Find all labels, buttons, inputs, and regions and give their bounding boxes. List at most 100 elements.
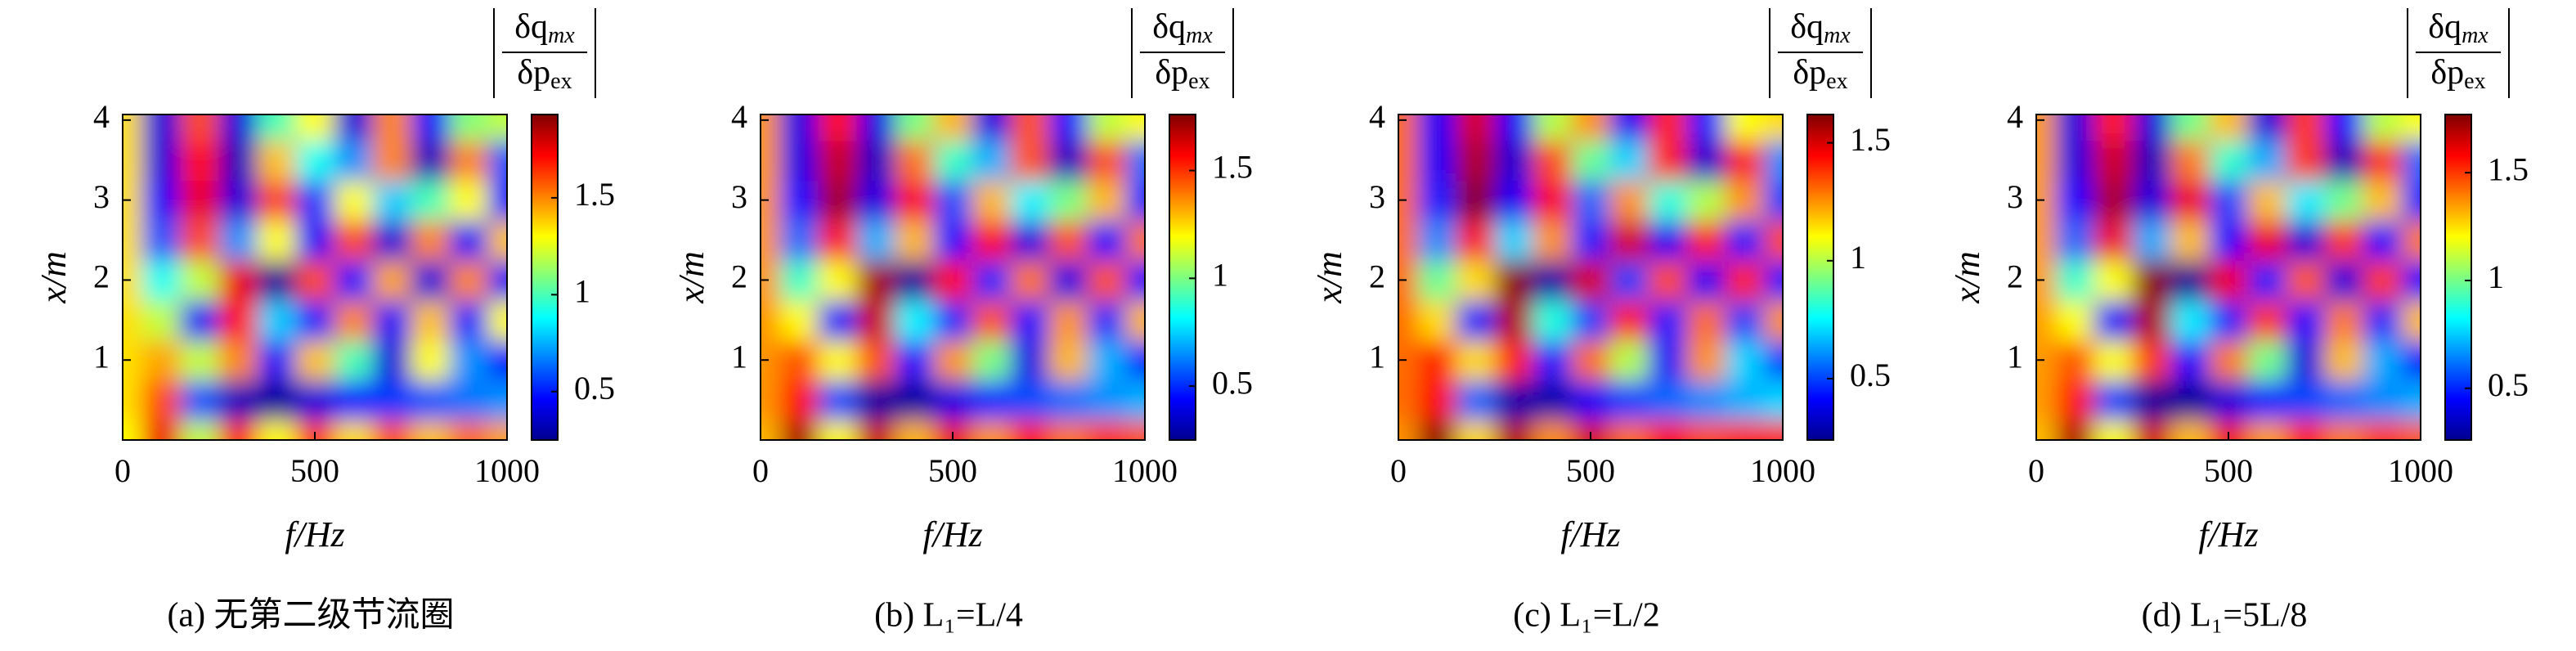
heatmap-cell bbox=[2247, 259, 2287, 301]
heatmap bbox=[2036, 114, 2421, 440]
y-tick-label: 2 bbox=[93, 258, 110, 295]
heatmap-cell bbox=[1125, 259, 1145, 301]
denominator-sub: ex bbox=[1188, 69, 1209, 94]
heatmap-cell bbox=[933, 220, 973, 261]
heatmap-cell bbox=[2132, 140, 2172, 182]
heatmap-cell bbox=[1087, 379, 1127, 421]
denominator-main: δp bbox=[517, 54, 550, 92]
heatmap-cell bbox=[1763, 379, 1783, 421]
heatmap-cell bbox=[972, 420, 1012, 440]
heatmap-cell bbox=[779, 114, 819, 141]
heatmap-cell bbox=[2209, 299, 2249, 341]
heatmap-cell bbox=[2363, 114, 2403, 141]
heatmap-cell bbox=[779, 299, 819, 341]
heatmap-cell bbox=[2094, 220, 2134, 261]
y-axis-label: x/m bbox=[671, 251, 711, 304]
heatmap-cell bbox=[1010, 140, 1050, 182]
heatmap-cell bbox=[257, 180, 297, 222]
heatmap-cell bbox=[2055, 259, 2095, 301]
heatmap-cell bbox=[2170, 140, 2210, 182]
heatmap-cell bbox=[972, 299, 1012, 341]
heatmap-cell bbox=[2132, 339, 2172, 381]
heatmap-cell bbox=[411, 114, 451, 141]
heatmap-cell bbox=[1494, 420, 1534, 440]
heatmap-cell bbox=[2036, 220, 2057, 261]
heatmap bbox=[1398, 114, 1783, 440]
x-tick-label: 1000 bbox=[474, 452, 540, 489]
colorbar-label-numerator: δqmx bbox=[2428, 8, 2488, 49]
denominator-sub: ex bbox=[2464, 69, 2485, 94]
heatmap-cell bbox=[1609, 220, 1649, 261]
heatmap-cell bbox=[334, 140, 374, 182]
heatmap-cell bbox=[411, 140, 451, 182]
caption: (a) 无第二级节流圈 bbox=[167, 597, 454, 635]
heatmap-cell bbox=[2247, 299, 2287, 341]
heatmap-cell bbox=[1048, 379, 1088, 421]
colorbar bbox=[1806, 114, 1834, 441]
heatmap-cell bbox=[141, 259, 182, 301]
heatmap-cell bbox=[1398, 140, 1419, 182]
heatmap-cell bbox=[1571, 299, 1611, 341]
heatmap-cell bbox=[1533, 420, 1573, 440]
heatmap bbox=[123, 114, 507, 440]
heatmap-cell bbox=[1417, 299, 1457, 341]
heatmap bbox=[761, 114, 1145, 440]
heatmap-cell bbox=[180, 339, 220, 381]
heatmap-cell bbox=[972, 180, 1012, 222]
heatmap-cell bbox=[779, 259, 819, 301]
heatmap-cell bbox=[257, 299, 297, 341]
x-tick-label: 500 bbox=[2204, 452, 2253, 489]
heatmap-cell bbox=[1609, 259, 1649, 301]
heatmap-cell bbox=[818, 140, 858, 182]
heatmap-cell bbox=[2209, 114, 2249, 141]
numerator-sub: mx bbox=[548, 23, 575, 48]
heatmap-cell bbox=[761, 420, 781, 440]
heatmap-cell bbox=[1686, 379, 1726, 421]
y-tick-label: 3 bbox=[93, 178, 110, 215]
heatmap-cell bbox=[2209, 180, 2249, 222]
heatmap-cell bbox=[972, 379, 1012, 421]
heatmap-cell bbox=[1533, 379, 1573, 421]
heatmap-cell bbox=[2247, 180, 2287, 222]
y-tick-label: 1 bbox=[731, 338, 747, 375]
heatmap-cell bbox=[1648, 379, 1688, 421]
heatmap-cell bbox=[295, 140, 335, 182]
heatmap-cell bbox=[2094, 299, 2134, 341]
heatmap-cell bbox=[1087, 299, 1127, 341]
heatmap-cell bbox=[1494, 114, 1534, 141]
heatmap-cell bbox=[1686, 220, 1726, 261]
denominator-sub: ex bbox=[550, 69, 572, 94]
heatmap-cell bbox=[2209, 140, 2249, 182]
heatmap-cell bbox=[141, 339, 182, 381]
heatmap-cell bbox=[1648, 299, 1688, 341]
y-tick-label: 2 bbox=[2007, 258, 2023, 295]
colorbar-tick-label: 0.5 bbox=[574, 370, 615, 406]
heatmap-cell bbox=[1571, 379, 1611, 421]
heatmap-cell bbox=[2209, 220, 2249, 261]
heatmap-cell bbox=[2209, 259, 2249, 301]
x-tick-label: 0 bbox=[1390, 452, 1407, 489]
heatmap-cell bbox=[334, 114, 374, 141]
colorbar bbox=[531, 114, 559, 441]
heatmap-cell bbox=[1763, 259, 1783, 301]
heatmap-cell bbox=[334, 220, 374, 261]
heatmap-cell bbox=[2036, 379, 2057, 421]
heatmap-cell bbox=[2055, 379, 2095, 421]
heatmap-cell bbox=[2170, 114, 2210, 141]
heatmap-cell bbox=[1417, 379, 1457, 421]
heatmap-cell bbox=[972, 114, 1012, 141]
heatmap-cell bbox=[1686, 140, 1726, 182]
denominator-main: δp bbox=[1793, 54, 1826, 92]
heatmap-cell bbox=[972, 140, 1012, 182]
numerator-sub: mx bbox=[1186, 23, 1213, 48]
heatmap-cell bbox=[1763, 220, 1783, 261]
heatmap-cell bbox=[933, 114, 973, 141]
heatmap-cell bbox=[1398, 379, 1419, 421]
heatmap-cell bbox=[218, 420, 258, 440]
heatmap-cell bbox=[761, 299, 781, 341]
heatmap-cell bbox=[334, 259, 374, 301]
heatmap-cell bbox=[1494, 299, 1534, 341]
heatmap-cell bbox=[411, 220, 451, 261]
heatmap-cell bbox=[1494, 140, 1534, 182]
heatmap-cell bbox=[1087, 140, 1127, 182]
